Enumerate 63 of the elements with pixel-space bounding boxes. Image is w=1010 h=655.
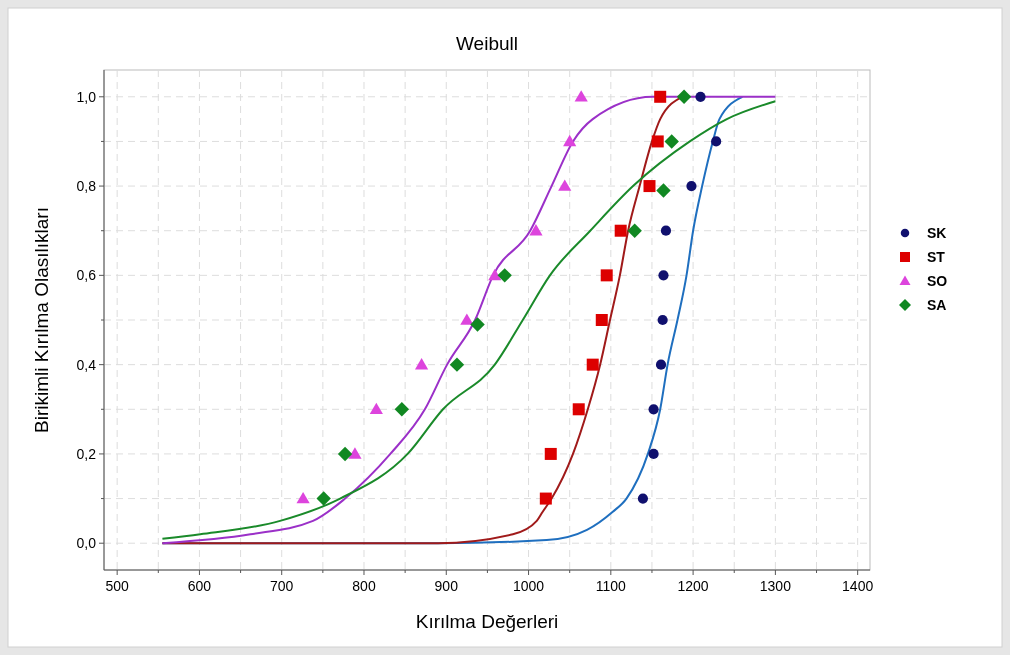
point bbox=[563, 134, 577, 147]
point bbox=[595, 314, 608, 326]
point bbox=[337, 446, 353, 462]
point bbox=[676, 89, 692, 104]
point bbox=[657, 314, 668, 326]
point bbox=[648, 404, 659, 415]
point bbox=[488, 268, 502, 281]
legend-label: ST bbox=[927, 249, 946, 265]
point bbox=[586, 358, 599, 371]
x-tick-label: 1000 bbox=[512, 578, 545, 594]
x-tick-label: 1400 bbox=[842, 578, 874, 594]
point bbox=[316, 491, 331, 506]
point bbox=[558, 179, 572, 191]
point bbox=[497, 268, 512, 283]
point bbox=[637, 493, 649, 504]
y-axis-title: Birikimli Kırılma Olasılıkları bbox=[31, 207, 52, 433]
legend-label: SK bbox=[927, 225, 947, 241]
point bbox=[627, 223, 642, 238]
x-tick-label: 700 bbox=[270, 578, 294, 594]
point bbox=[449, 357, 465, 372]
x-tick-label: 1200 bbox=[677, 578, 709, 594]
point bbox=[544, 447, 557, 460]
point bbox=[660, 225, 672, 236]
point bbox=[369, 402, 383, 415]
y-tick-label: 0,0 bbox=[76, 535, 97, 552]
point bbox=[686, 180, 697, 192]
y-tick-label: 1,0 bbox=[76, 88, 97, 105]
point bbox=[470, 317, 485, 332]
point bbox=[348, 447, 362, 459]
y-tick-label: 0,2 bbox=[76, 445, 97, 462]
y-tick-label: 0,8 bbox=[76, 178, 97, 195]
point bbox=[414, 358, 429, 370]
point bbox=[655, 359, 667, 370]
point bbox=[656, 183, 671, 198]
legend-label: SO bbox=[927, 273, 948, 289]
x-tick-label: 800 bbox=[352, 578, 376, 594]
point bbox=[572, 403, 585, 416]
point bbox=[574, 90, 588, 102]
point bbox=[651, 135, 664, 148]
point bbox=[711, 136, 722, 147]
point bbox=[529, 224, 543, 236]
legend-label: SA bbox=[927, 297, 947, 313]
x-axis-title: Kırılma Değerleri bbox=[415, 611, 559, 632]
point bbox=[654, 90, 667, 103]
x-tick-label: 1300 bbox=[759, 578, 792, 594]
y-tick-label: 0,6 bbox=[76, 267, 97, 284]
point bbox=[539, 492, 552, 505]
x-tick-label: 600 bbox=[187, 578, 212, 594]
point bbox=[695, 91, 706, 102]
point bbox=[394, 402, 410, 417]
point bbox=[460, 313, 474, 325]
point bbox=[648, 448, 659, 460]
point bbox=[664, 134, 679, 149]
x-tick-label: 500 bbox=[105, 578, 130, 594]
chart-title: Weibull bbox=[456, 33, 518, 54]
point bbox=[614, 224, 627, 237]
point bbox=[600, 269, 613, 282]
point bbox=[643, 180, 656, 193]
x-tick-label: 1100 bbox=[595, 578, 627, 594]
point bbox=[296, 491, 310, 504]
point bbox=[658, 270, 669, 281]
x-tick-label: 900 bbox=[434, 578, 459, 594]
y-tick-label: 0,4 bbox=[76, 356, 97, 373]
